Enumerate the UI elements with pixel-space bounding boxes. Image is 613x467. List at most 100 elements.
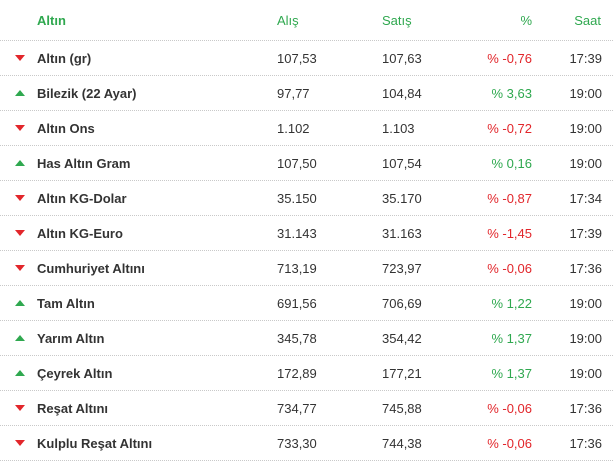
table-row[interactable]: Reşat Altını 734,77 745,88 % -0,06 17:36 (0, 391, 613, 426)
row-time: 19:00 (569, 120, 602, 136)
down-arrow-icon (15, 265, 25, 271)
row-buy-price: 1.102 (277, 120, 310, 136)
row-time: 19:00 (569, 365, 602, 381)
row-sell-price: 31.163 (382, 225, 422, 241)
down-arrow-icon (15, 440, 25, 446)
row-buy-price: 107,50 (277, 155, 317, 171)
down-arrow-icon (15, 230, 25, 236)
trend-indicator (12, 146, 28, 180)
row-name[interactable]: Yarım Altın (37, 330, 105, 346)
row-sell-price: 706,69 (382, 295, 422, 311)
row-time: 17:36 (569, 435, 602, 451)
trend-indicator (12, 76, 28, 110)
row-sell-price: 107,63 (382, 50, 422, 66)
row-time: 17:34 (569, 190, 602, 206)
table-row[interactable]: Bilezik (22 Ayar) 97,77 104,84 % 3,63 19:00 (0, 76, 613, 111)
trend-indicator (12, 391, 28, 425)
trend-indicator (12, 426, 28, 460)
trend-indicator (12, 181, 28, 215)
row-buy-price: 713,19 (277, 260, 317, 276)
table-row[interactable]: Has Altın Gram 107,50 107,54 % 0,16 19:00 (0, 146, 613, 181)
header-time[interactable]: Saat (574, 12, 601, 28)
row-sell-price: 35.170 (382, 190, 422, 206)
row-buy-price: 733,30 (277, 435, 317, 451)
up-arrow-icon (15, 335, 25, 341)
up-arrow-icon (15, 160, 25, 166)
row-time: 19:00 (569, 85, 602, 101)
trend-indicator (12, 321, 28, 355)
row-change-percent: % -0,06 (487, 400, 532, 416)
header-name[interactable]: Altın (37, 12, 66, 28)
trend-indicator (12, 286, 28, 320)
row-name[interactable]: Has Altın Gram (37, 155, 131, 171)
row-name[interactable]: Bilezik (22 Ayar) (37, 85, 137, 101)
row-sell-price: 745,88 (382, 400, 422, 416)
table-row[interactable]: Altın Ons 1.102 1.103 % -0,72 19:00 (0, 111, 613, 146)
row-name[interactable]: Reşat Altını (37, 400, 109, 416)
row-sell-price: 1.103 (382, 120, 415, 136)
row-buy-price: 691,56 (277, 295, 317, 311)
row-name[interactable]: Altın (gr) (37, 50, 92, 66)
row-sell-price: 104,84 (382, 85, 422, 101)
row-sell-price: 354,42 (382, 330, 422, 346)
trend-indicator (12, 216, 28, 250)
row-sell-price: 744,38 (382, 435, 422, 451)
row-change-percent: % 1,37 (491, 330, 532, 346)
table-row[interactable]: Altın KG-Euro 31.143 31.163 % -1,45 17:39 (0, 216, 613, 251)
row-buy-price: 97,77 (277, 85, 310, 101)
row-buy-price: 172,89 (277, 365, 317, 381)
row-time: 19:00 (569, 295, 602, 311)
table-row[interactable]: Altın (gr) 107,53 107,63 % -0,76 17:39 (0, 41, 613, 76)
trend-indicator (12, 41, 28, 75)
table-row[interactable]: Çeyrek Altın 172,89 177,21 % 1,37 19:00 (0, 356, 613, 391)
down-arrow-icon (15, 55, 25, 61)
table-header: Altın Alış Satış % Saat (0, 0, 613, 41)
row-change-percent: % -0,76 (487, 50, 532, 66)
row-time: 19:00 (569, 330, 602, 346)
row-change-percent: % -0,06 (487, 260, 532, 276)
trend-indicator (12, 111, 28, 145)
down-arrow-icon (15, 405, 25, 411)
table-row[interactable]: Tam Altın 691,56 706,69 % 1,22 19:00 (0, 286, 613, 321)
row-name[interactable]: Tam Altın (37, 295, 95, 311)
row-time: 19:00 (569, 155, 602, 171)
row-name[interactable]: Altın KG-Euro (37, 225, 123, 241)
header-sell[interactable]: Satış (382, 12, 412, 28)
table-row[interactable]: Kulplu Reşat Altını 733,30 744,38 % -0,06 17… (0, 426, 613, 461)
row-name[interactable]: Altın KG-Dolar (37, 190, 127, 206)
row-change-percent: % -0,72 (487, 120, 532, 136)
row-name[interactable]: Çeyrek Altın (37, 365, 113, 381)
table-body: Altın (gr) 107,53 107,63 % -0,76 17:39 Bilezi… (0, 41, 613, 461)
row-change-percent: % -0,87 (487, 190, 532, 206)
table-row[interactable]: Altın KG-Dolar 35.150 35.170 % -0,87 17:34 (0, 181, 613, 216)
down-arrow-icon (15, 195, 25, 201)
row-name[interactable]: Kulplu Reşat Altını (37, 435, 153, 451)
up-arrow-icon (15, 90, 25, 96)
header-change[interactable]: % (520, 12, 532, 28)
row-name[interactable]: Altın Ons (37, 120, 95, 136)
row-buy-price: 107,53 (277, 50, 317, 66)
row-change-percent: % 3,63 (491, 85, 532, 101)
row-sell-price: 107,54 (382, 155, 422, 171)
row-buy-price: 35.150 (277, 190, 317, 206)
row-sell-price: 723,97 (382, 260, 422, 276)
header-buy[interactable]: Alış (277, 12, 299, 28)
row-buy-price: 31.143 (277, 225, 317, 241)
row-time: 17:39 (569, 225, 602, 241)
row-buy-price: 734,77 (277, 400, 317, 416)
table-row[interactable]: Yarım Altın 345,78 354,42 % 1,37 19:00 (0, 321, 613, 356)
row-change-percent: % -0,06 (487, 435, 532, 451)
up-arrow-icon (15, 300, 25, 306)
down-arrow-icon (15, 125, 25, 131)
row-change-percent: % 1,22 (491, 295, 532, 311)
row-change-percent: % 1,37 (491, 365, 532, 381)
row-sell-price: 177,21 (382, 365, 422, 381)
row-time: 17:36 (569, 260, 602, 276)
row-time: 17:36 (569, 400, 602, 416)
row-change-percent: % 0,16 (491, 155, 532, 171)
table-row[interactable]: Cumhuriyet Altını 713,19 723,97 % -0,06 17:3… (0, 251, 613, 286)
row-buy-price: 345,78 (277, 330, 317, 346)
trend-indicator (12, 356, 28, 390)
row-name[interactable]: Cumhuriyet Altını (37, 260, 145, 276)
